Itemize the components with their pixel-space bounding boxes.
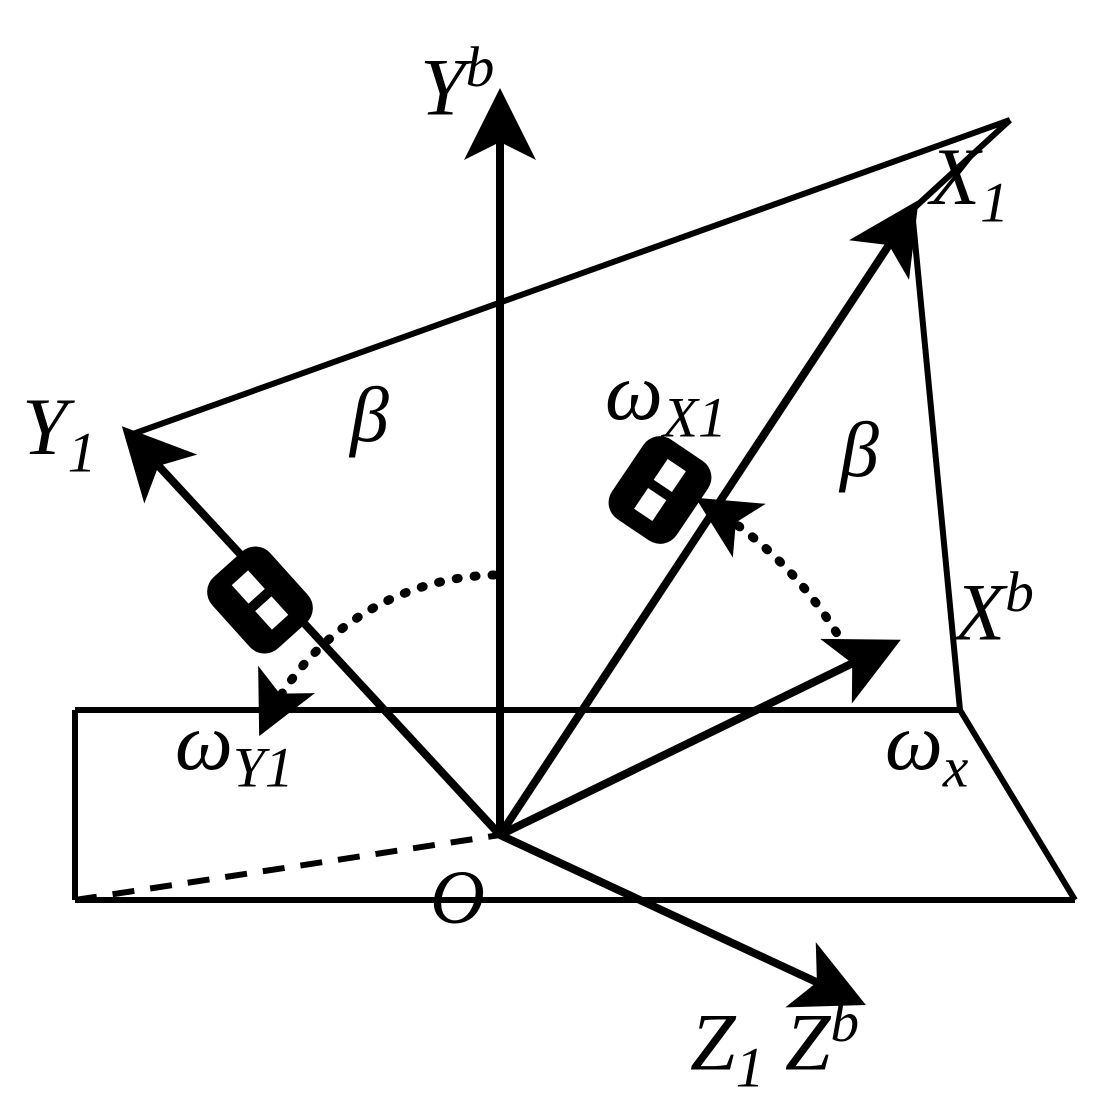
tilted-plane: [130, 120, 1010, 435]
label-Zb: Z1 Zb: [690, 990, 859, 1101]
label-omega-x: ωx: [885, 695, 968, 800]
axis-Zb: [500, 835, 855, 1000]
sensor-y1-icon: [199, 538, 321, 662]
label-Xb: Xb: [955, 560, 1034, 659]
angle-arcs: [266, 506, 854, 722]
label-Yb: Yb: [420, 35, 494, 134]
label-origin: O: [430, 855, 485, 942]
label-omega-X1: ωX1: [605, 345, 727, 450]
label-beta-right: β: [840, 405, 879, 495]
vertical-drop: [912, 210, 960, 710]
label-beta-left: β: [350, 370, 389, 460]
label-Y1: Y1: [22, 380, 96, 485]
label-X1: X1: [930, 130, 1009, 235]
axis-X1: [500, 210, 912, 835]
label-omega-Y1: ωY1: [175, 695, 294, 800]
arc-beta-right: [709, 506, 854, 664]
